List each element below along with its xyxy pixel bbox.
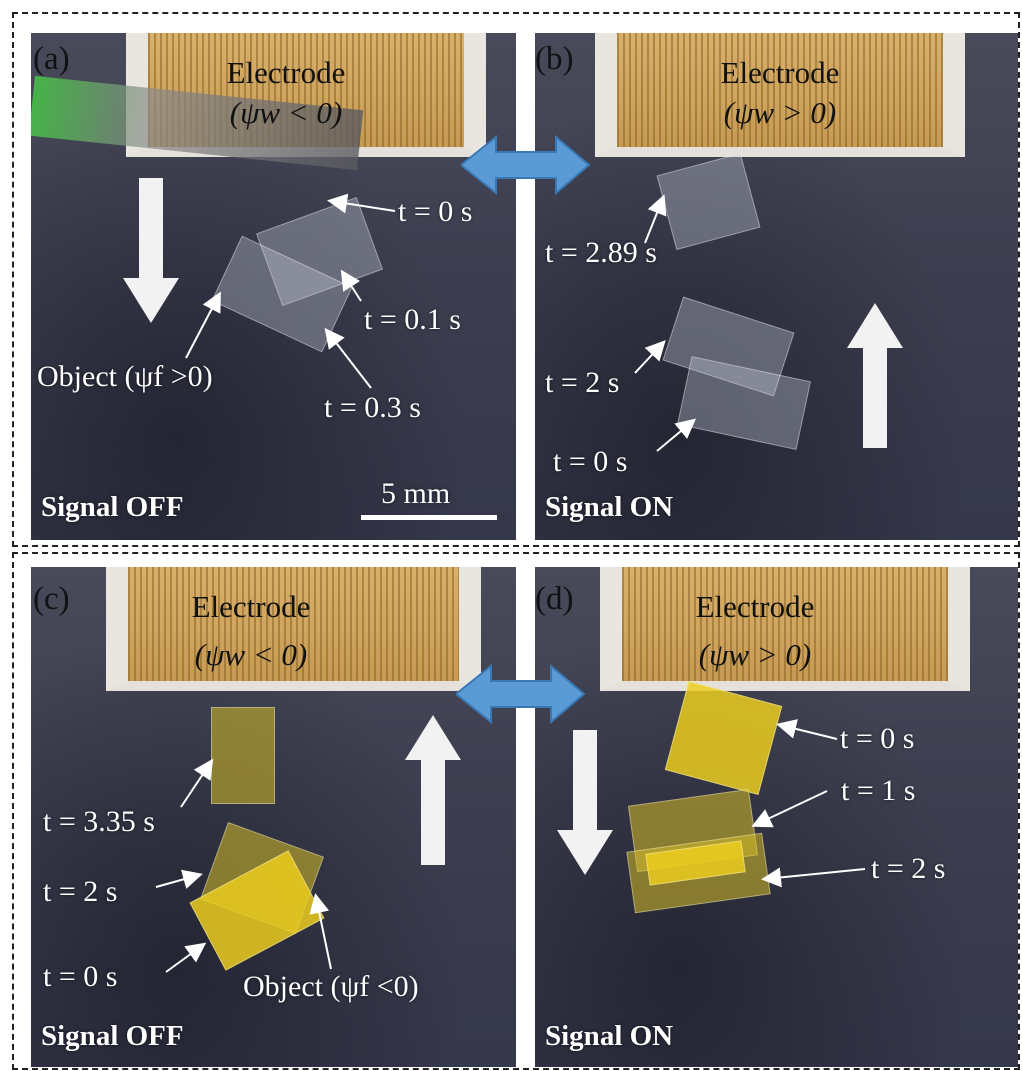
- label-t1: t = 1 s: [841, 774, 916, 807]
- top-group-frame: [12, 12, 1020, 547]
- label-t2: t = 2 s: [545, 366, 620, 399]
- electrode-label: Electrode: [695, 589, 815, 624]
- label-t0: t = 0 s: [840, 722, 915, 755]
- bottom-group-frame: [12, 552, 1020, 1070]
- double-arrow-icon: [456, 664, 586, 724]
- signal-label: Signal ON: [545, 491, 674, 523]
- panel-tag: (d): [535, 581, 574, 617]
- panel-d: (d) Electrode (ψw > 0) t = 0 s t = 1 s t…: [535, 567, 1018, 1067]
- potential-label: (ψw > 0): [698, 637, 812, 672]
- scale-bar: [361, 515, 497, 520]
- up-arrow-icon: [405, 715, 461, 865]
- scale-label: 5 mm: [381, 477, 451, 510]
- signal-label: Signal ON: [545, 1020, 674, 1052]
- potential-label: (ψw < 0): [194, 637, 308, 672]
- signal-label: Signal OFF: [41, 1020, 184, 1052]
- potential-label: (ψw > 0): [723, 95, 837, 130]
- panel-tag: (c): [33, 581, 70, 617]
- down-arrow-icon: [557, 730, 613, 875]
- up-arrow-icon: [847, 303, 903, 448]
- panel-tag: (a): [33, 41, 70, 77]
- electrode-image: [595, 33, 965, 157]
- panel-b: (b) Electrode (ψw > 0) t = 2.89 s t = 2 …: [535, 33, 1018, 540]
- label-t0: t = 0 s: [553, 445, 628, 478]
- label-t2: t = 2 s: [43, 875, 118, 908]
- label-t2: t = 2 s: [871, 852, 946, 885]
- electrode-image: [106, 567, 481, 691]
- label-t01: t = 0.1 s: [364, 303, 461, 336]
- electrode-image: [600, 567, 970, 691]
- label-t0: t = 0 s: [43, 960, 118, 993]
- label-t03: t = 0.3 s: [324, 391, 421, 424]
- panel-c: (c) Electrode (ψw < 0) t = 3.35 s t = 2 …: [31, 567, 516, 1067]
- electrode-label: Electrode: [720, 55, 840, 90]
- electrode-label: Electrode: [226, 55, 346, 90]
- label-t335: t = 3.35 s: [43, 805, 155, 838]
- panel-a: (a) Electrode (ψw < 0) t = 0 s t = 0.1 s…: [31, 33, 516, 540]
- panel-tag: (b): [535, 41, 574, 77]
- label-t0: t = 0 s: [398, 195, 473, 228]
- object-film-t335: [211, 707, 275, 804]
- label-object: Object (ψf >0): [37, 360, 213, 393]
- signal-label: Signal OFF: [41, 491, 184, 523]
- potential-label: (ψw < 0): [229, 95, 343, 130]
- label-object: Object (ψf <0): [243, 970, 419, 1003]
- double-arrow-icon: [461, 135, 591, 195]
- label-t289: t = 2.89 s: [545, 236, 657, 269]
- down-arrow-icon: [123, 178, 179, 323]
- electrode-label: Electrode: [191, 589, 311, 624]
